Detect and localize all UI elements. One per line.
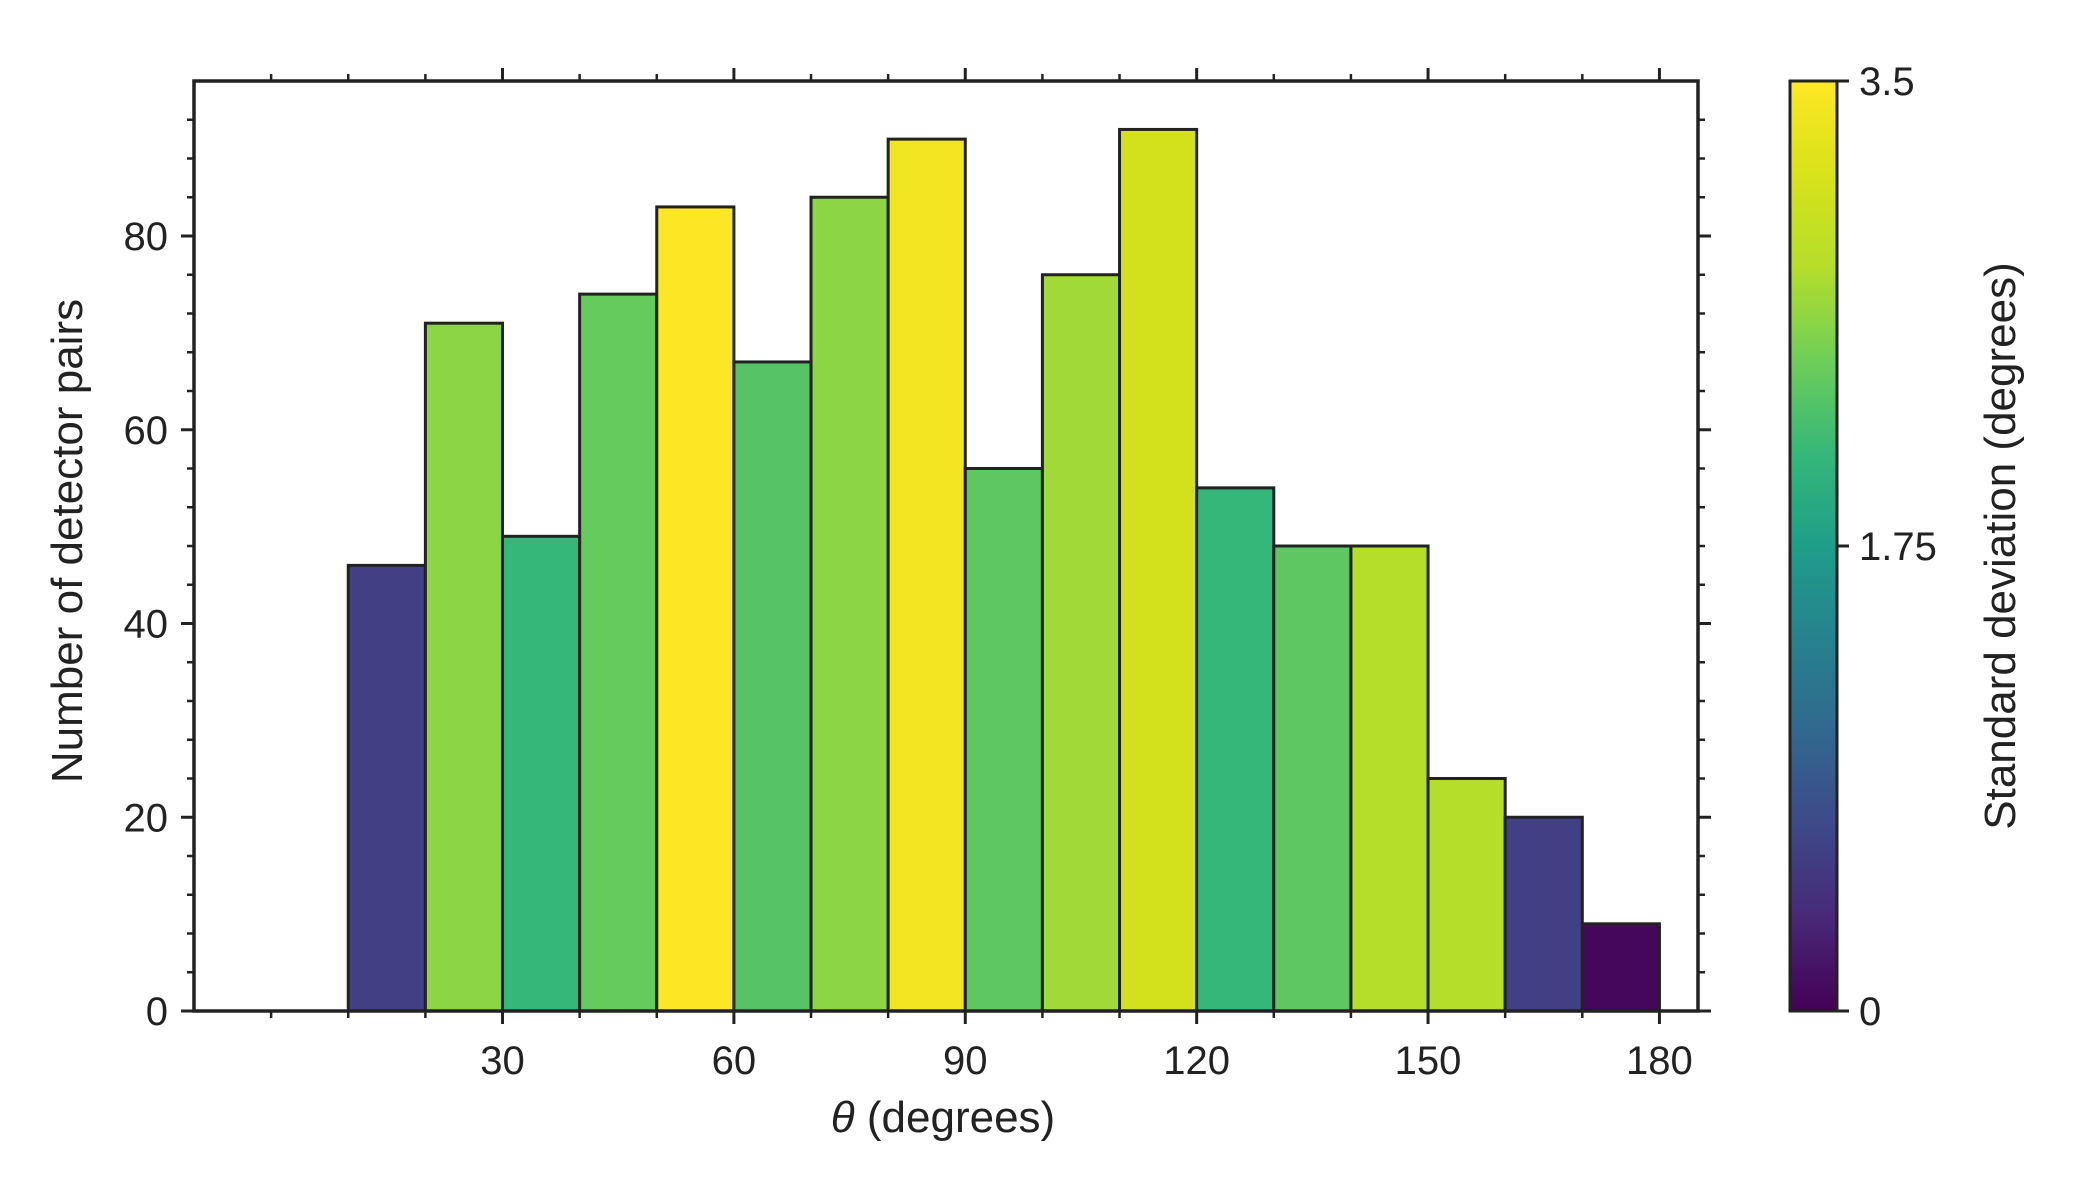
tick-labels: 30 60 90 120 150 180 0 20 40 60 80 (124, 215, 1693, 1083)
histogram-bar (1272, 544, 1353, 1013)
y-tick-label: 40 (124, 603, 169, 647)
histogram-bar (501, 534, 582, 1013)
axis-ticks (181, 68, 1711, 1024)
histogram-bar (423, 321, 505, 1013)
colorbar-gradient (1788, 79, 1839, 1013)
y-tick-label: 0 (146, 990, 168, 1034)
colorbar-tick-label: 3.5 (1859, 60, 1915, 104)
histogram-bar (578, 292, 659, 1013)
histogram-bar (655, 205, 736, 1013)
x-tick-label: 30 (480, 1039, 525, 1083)
colorbar-tick-label: 1.75 (1859, 525, 1937, 569)
y-axis-label: Number of detector pairs (43, 299, 92, 783)
colorbar: 0 1.75 3.5 Standard deviation (degrees) (1788, 60, 2025, 1034)
x-tick-label: 60 (712, 1039, 757, 1083)
x-axis-label: θ (degrees) (831, 1093, 1055, 1142)
y-tick-label: 60 (124, 409, 169, 453)
x-tick-label: 150 (1395, 1039, 1462, 1083)
histogram-bar (809, 195, 890, 1013)
colorbar-tick-label: 0 (1859, 990, 1881, 1034)
histogram-bar (1426, 777, 1507, 1013)
histogram-bar (1195, 486, 1276, 1013)
histogram-bar (1503, 815, 1584, 1013)
x-tick-label: 90 (943, 1039, 988, 1083)
histogram-bar (1118, 127, 1199, 1013)
histogram-bar (1580, 922, 1661, 1013)
x-tick-label: 120 (1163, 1039, 1230, 1083)
histogram-bar (1349, 544, 1430, 1013)
y-tick-label: 80 (124, 215, 169, 259)
bars-layer (346, 127, 1661, 1013)
histogram-bar (1040, 273, 1122, 1013)
y-tick-label: 20 (124, 796, 169, 840)
histogram-bar (732, 360, 813, 1013)
histogram-bar (886, 137, 967, 1013)
colorbar-ticks: 0 1.75 3.5 (1837, 60, 1937, 1034)
colorbar-label: Standard deviation (degrees) (1976, 262, 2025, 829)
histogram-bar (346, 563, 427, 1013)
x-tick-label: 180 (1626, 1039, 1693, 1083)
histogram-bar (963, 467, 1044, 1013)
